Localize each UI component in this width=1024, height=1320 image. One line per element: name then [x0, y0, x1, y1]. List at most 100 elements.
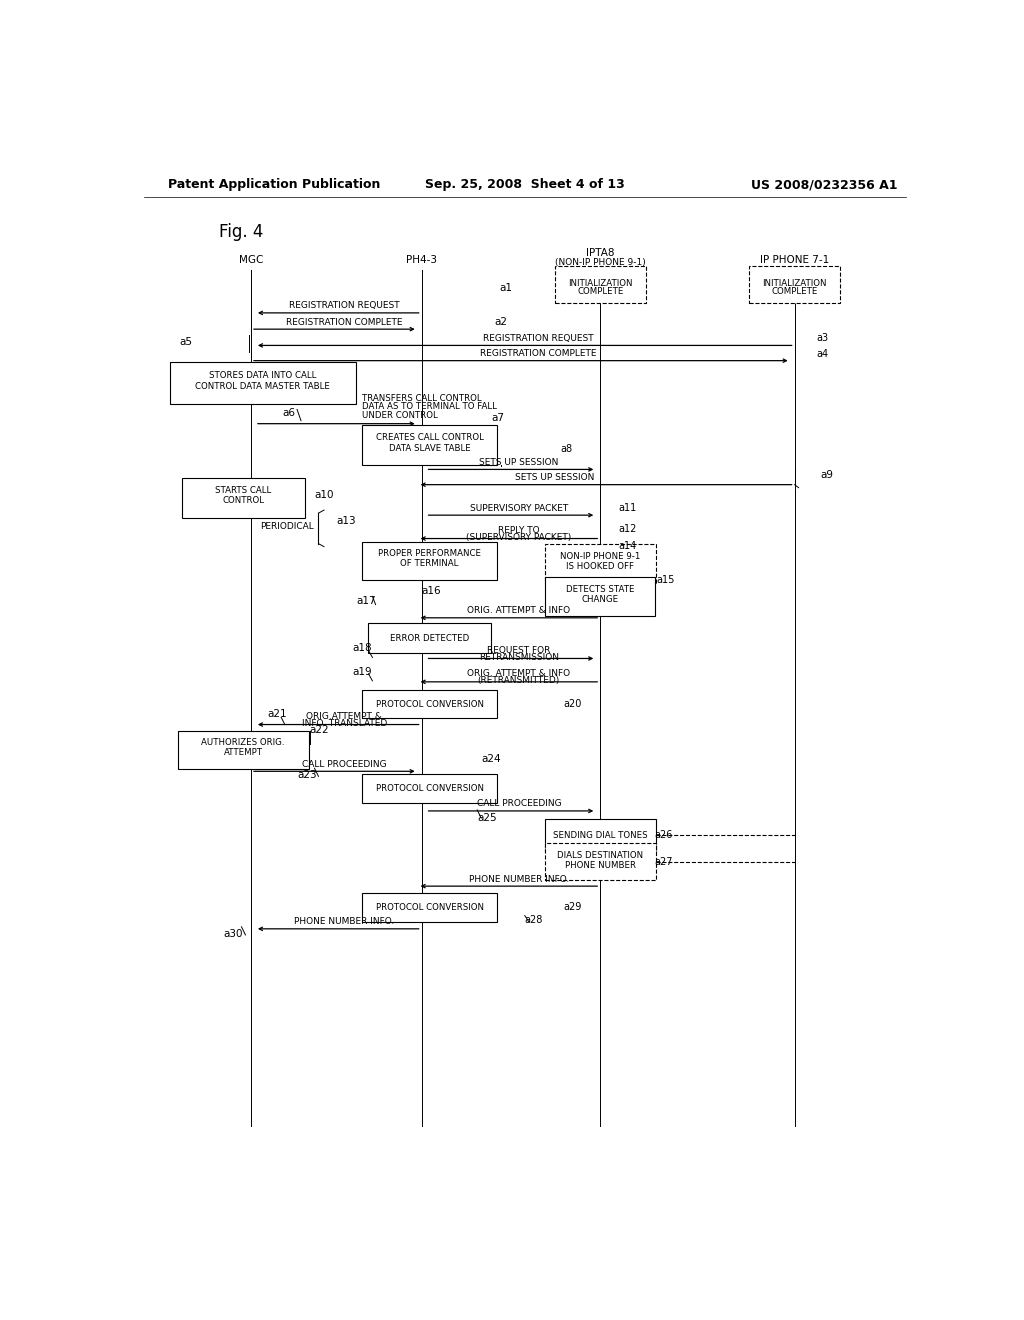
Text: INITIALIZATION: INITIALIZATION	[568, 279, 633, 288]
Text: ORIG. ATTEMPT & INFO: ORIG. ATTEMPT & INFO	[467, 669, 570, 678]
Text: a1: a1	[500, 284, 512, 293]
Text: a20: a20	[563, 700, 582, 709]
Bar	[170, 362, 356, 404]
Text: STARTS CALL: STARTS CALL	[215, 486, 271, 495]
Text: CONTROL: CONTROL	[222, 496, 264, 506]
Text: ATTEMPT: ATTEMPT	[223, 748, 262, 758]
Bar	[368, 623, 492, 653]
Text: ERROR DETECTED: ERROR DETECTED	[390, 634, 469, 643]
Text: TRANSFERS CALL CONTROL: TRANSFERS CALL CONTROL	[362, 393, 481, 403]
Bar	[362, 775, 497, 803]
Text: OF TERMINAL: OF TERMINAL	[400, 560, 459, 569]
Bar	[362, 425, 497, 466]
Text: RETRANSMISSION: RETRANSMISSION	[479, 653, 559, 661]
Text: INITIALIZATION: INITIALIZATION	[763, 279, 826, 288]
Text: a24: a24	[481, 754, 501, 764]
Text: a11: a11	[618, 503, 637, 513]
Text: COMPLETE: COMPLETE	[577, 286, 624, 296]
Text: a19: a19	[352, 667, 372, 677]
Text: (SUPERVISORY PACKET): (SUPERVISORY PACKET)	[466, 533, 571, 543]
Bar	[362, 541, 497, 581]
Text: REGISTRATION COMPLETE: REGISTRATION COMPLETE	[286, 318, 402, 326]
Text: CALL PROCEEDING: CALL PROCEEDING	[476, 800, 561, 808]
Bar	[177, 731, 308, 770]
Text: a2: a2	[495, 317, 508, 327]
Text: (NON-IP PHONE 9-1): (NON-IP PHONE 9-1)	[555, 257, 645, 267]
Text: a16: a16	[422, 586, 441, 597]
Text: Sep. 25, 2008  Sheet 4 of 13: Sep. 25, 2008 Sheet 4 of 13	[425, 178, 625, 191]
Bar	[362, 894, 497, 921]
Text: a8: a8	[560, 444, 572, 454]
Text: a14: a14	[618, 541, 637, 550]
Text: a26: a26	[654, 830, 673, 841]
Text: a5: a5	[179, 338, 193, 347]
Text: a23: a23	[297, 771, 316, 780]
Text: PHONE NUMBER INFO.: PHONE NUMBER INFO.	[469, 875, 569, 883]
Text: ORIG. ATTEMPT & INFO: ORIG. ATTEMPT & INFO	[467, 606, 570, 615]
Text: US 2008/0232356 A1: US 2008/0232356 A1	[752, 178, 898, 191]
Text: a9: a9	[820, 470, 833, 479]
Text: PROTOCOL CONVERSION: PROTOCOL CONVERSION	[376, 784, 483, 793]
Bar	[545, 843, 655, 880]
Text: ORIG.ATTEMPT &: ORIG.ATTEMPT &	[306, 711, 382, 721]
Text: SUPERVISORY PACKET: SUPERVISORY PACKET	[470, 503, 568, 512]
Text: a15: a15	[656, 576, 675, 585]
Bar	[546, 577, 655, 616]
Text: IPTA8: IPTA8	[586, 248, 614, 257]
Text: CALL PROCEEDING: CALL PROCEEDING	[302, 760, 387, 768]
Text: DATA SLAVE TABLE: DATA SLAVE TABLE	[389, 444, 470, 453]
Text: REPLY TO: REPLY TO	[498, 525, 540, 535]
Text: a13: a13	[336, 516, 355, 527]
Text: REQUEST FOR: REQUEST FOR	[487, 645, 551, 655]
Text: a28: a28	[524, 915, 543, 925]
Bar	[181, 478, 304, 519]
Text: DATA AS TO TERMINAL TO FALL: DATA AS TO TERMINAL TO FALL	[362, 401, 497, 411]
Text: SETS UP SESSION: SETS UP SESSION	[515, 473, 594, 482]
Bar	[749, 267, 841, 302]
Text: a18: a18	[352, 643, 372, 653]
Text: IS HOOKED OFF: IS HOOKED OFF	[566, 562, 634, 572]
Text: PERIODICAL: PERIODICAL	[260, 521, 313, 531]
Text: (RETRANSMITTED): (RETRANSMITTED)	[478, 676, 560, 685]
Text: AUTHORIZES ORIG.: AUTHORIZES ORIG.	[202, 738, 285, 747]
Text: CHANGE: CHANGE	[582, 595, 618, 605]
Text: SENDING DIAL TONES: SENDING DIAL TONES	[553, 830, 647, 840]
Text: a7: a7	[492, 413, 505, 422]
Text: a12: a12	[618, 524, 637, 535]
Text: SETS UP SESSION: SETS UP SESSION	[479, 458, 558, 467]
Text: a4: a4	[817, 348, 829, 359]
Text: a27: a27	[654, 857, 673, 867]
Text: a10: a10	[314, 490, 334, 500]
Text: a29: a29	[563, 903, 582, 912]
Text: REGISTRATION REQUEST: REGISTRATION REQUEST	[483, 334, 594, 343]
Text: PROTOCOL CONVERSION: PROTOCOL CONVERSION	[376, 700, 483, 709]
Text: a21: a21	[267, 709, 287, 719]
Text: IP PHONE 7-1: IP PHONE 7-1	[760, 255, 829, 265]
Text: Patent Application Publication: Patent Application Publication	[168, 178, 380, 191]
Text: a22: a22	[309, 725, 329, 735]
Bar	[362, 690, 497, 718]
Text: a25: a25	[477, 813, 497, 824]
Text: INFO. TRANSLATED: INFO. TRANSLATED	[302, 719, 387, 729]
Text: PH4-3: PH4-3	[407, 255, 437, 265]
Text: DIALS DESTINATION: DIALS DESTINATION	[557, 851, 643, 861]
Text: PROTOCOL CONVERSION: PROTOCOL CONVERSION	[376, 903, 483, 912]
Text: NON-IP PHONE 9-1: NON-IP PHONE 9-1	[560, 552, 640, 561]
Text: COMPLETE: COMPLETE	[771, 286, 818, 296]
Text: PHONE NUMBER: PHONE NUMBER	[564, 862, 636, 870]
Text: CREATES CALL CONTROL: CREATES CALL CONTROL	[376, 433, 483, 442]
Text: UNDER CONTROL: UNDER CONTROL	[362, 411, 438, 420]
Text: DETECTS STATE: DETECTS STATE	[566, 585, 635, 594]
Text: a17: a17	[356, 595, 376, 606]
Text: a6: a6	[283, 408, 296, 417]
Text: a30: a30	[223, 929, 243, 939]
Text: REGISTRATION COMPLETE: REGISTRATION COMPLETE	[480, 348, 597, 358]
Text: a3: a3	[817, 334, 829, 343]
Text: PHONE NUMBER INFO.: PHONE NUMBER INFO.	[294, 917, 394, 927]
Text: CONTROL DATA MASTER TABLE: CONTROL DATA MASTER TABLE	[196, 381, 331, 391]
Text: PROPER PERFORMANCE: PROPER PERFORMANCE	[378, 549, 481, 558]
Text: Fig. 4: Fig. 4	[219, 223, 263, 240]
Text: MGC: MGC	[239, 255, 263, 265]
Bar	[545, 818, 655, 851]
Bar	[555, 267, 646, 302]
